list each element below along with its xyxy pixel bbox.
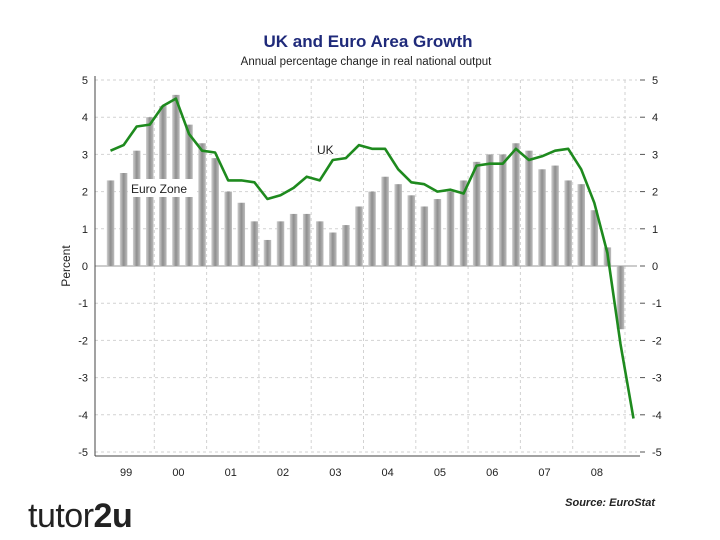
y-tick-label-left: -4 [78, 410, 88, 422]
x-tick-label: 03 [329, 467, 341, 479]
bar-euro-zone [590, 210, 599, 266]
x-tick-label: 07 [538, 467, 550, 479]
y-tick-label-right: 0 [652, 261, 658, 273]
y-tick-label-left: 0 [82, 261, 88, 273]
bar-euro-zone [368, 191, 376, 266]
bar-euro-zone [119, 173, 128, 266]
logo-text-light: tutor [28, 497, 94, 535]
bar-euro-zone [289, 213, 298, 266]
y-tick-label-right: 1 [652, 224, 658, 236]
x-tick-label: 02 [277, 467, 289, 479]
bar-euro-zone [551, 165, 559, 266]
y-tick-label-left: -5 [78, 447, 88, 459]
bar-euro-zone [381, 176, 389, 266]
x-tick-label: 08 [591, 467, 603, 479]
source-note: Source: EuroStat [565, 497, 656, 509]
annotation-euro-zone-box [128, 179, 194, 197]
chart-title: UK and Euro Area Growth [263, 32, 472, 51]
y-tick-label-right: -5 [652, 447, 662, 459]
bar-euro-zone [276, 221, 285, 266]
bar-euro-zone [342, 225, 350, 266]
bar-euro-zone [420, 206, 429, 266]
bar-euro-zone [407, 195, 416, 266]
bar-euro-zone [472, 161, 481, 266]
bar-euro-zone [394, 184, 402, 266]
bar-euro-zone [250, 221, 259, 266]
bar-euro-zone [132, 150, 141, 266]
bar-euro-zone [237, 202, 246, 266]
x-tick-label: 99 [120, 467, 132, 479]
y-tick-label-left: -1 [78, 298, 88, 310]
y-tick-label-right: -2 [652, 335, 662, 347]
bar-euro-zone [106, 180, 115, 266]
x-tick-label: 00 [172, 467, 184, 479]
bar-euro-zone [564, 180, 572, 266]
logo-text-bold: 2u [93, 497, 133, 535]
bar-euro-zone [538, 169, 546, 266]
bar-euro-zone [355, 206, 363, 266]
bar-euro-zone [211, 158, 219, 266]
annotation-uk: UK [317, 143, 334, 157]
bar-euro-zone [198, 143, 206, 266]
x-tick-label: 06 [486, 467, 498, 479]
bar-euro-zone [446, 191, 455, 266]
y-tick-label-right: 4 [652, 112, 658, 124]
y-tick-label-left: 2 [82, 187, 88, 199]
y-tick-label-left: 5 [82, 75, 88, 87]
bar-euro-zone [525, 150, 533, 266]
y-tick-label-right: -4 [652, 410, 662, 422]
tutor2u-logo: tutor2u [28, 496, 133, 536]
bar-euro-zone [499, 154, 507, 266]
bar-euro-zone [302, 213, 311, 266]
y-tick-label-right: -1 [652, 298, 662, 310]
bar-euro-zone [577, 184, 585, 266]
y-tick-label-left: -2 [78, 335, 88, 347]
bar-euro-zone [315, 221, 324, 266]
bar-euro-zone [329, 232, 337, 266]
bar-euro-zone [433, 199, 442, 266]
y-tick-label-right: 3 [652, 149, 658, 161]
y-tick-label-left: 1 [82, 224, 88, 236]
y-tick-label-left: 3 [82, 149, 88, 161]
y-axis-label: Percent [59, 245, 73, 287]
bar-euro-zone [263, 239, 272, 266]
x-tick-label: 01 [225, 467, 237, 479]
chart-subtitle: Annual percentage change in real nationa… [241, 56, 492, 68]
bar-euro-zone [616, 266, 625, 330]
y-tick-label-right: -3 [652, 373, 662, 385]
x-tick-label: 05 [434, 467, 446, 479]
y-tick-label-right: 5 [652, 75, 658, 87]
y-tick-label-left: -3 [78, 373, 88, 385]
bar-euro-zone [485, 154, 494, 266]
y-tick-label-left: 4 [82, 112, 88, 124]
bar-euro-zone [459, 180, 468, 266]
x-tick-label: 04 [382, 467, 394, 479]
y-tick-label-right: 2 [652, 187, 658, 199]
bar-euro-zone [512, 143, 520, 266]
annotation-euro-zone: Euro Zone [131, 182, 187, 196]
bar-euro-zone [224, 191, 232, 266]
line-uk [109, 97, 635, 419]
